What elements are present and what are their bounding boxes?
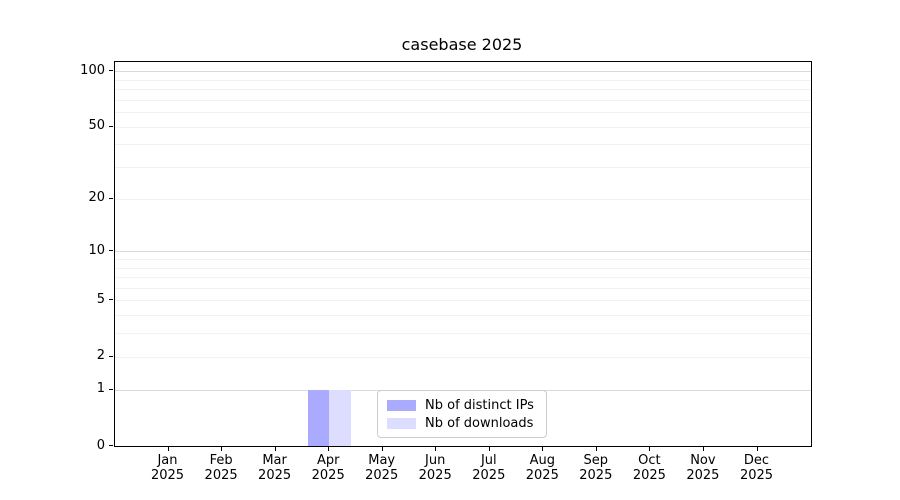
gridline-minor — [115, 198, 811, 200]
plot-area — [114, 61, 812, 447]
x-tick-label: Nov 2025 — [686, 453, 720, 483]
x-tick-mark — [167, 447, 169, 451]
x-tick-mark — [328, 447, 330, 451]
x-tick-mark — [595, 447, 597, 451]
gridline-minor — [115, 333, 811, 335]
x-tick-label: Sep 2025 — [579, 453, 613, 483]
x-tick-mark — [756, 447, 758, 451]
y-tick-label: 2 — [96, 348, 105, 364]
x-tick-mark — [274, 447, 276, 451]
y-tick-mark — [109, 125, 113, 127]
x-tick-label: Jan 2025 — [150, 453, 185, 483]
gridline-minor — [115, 300, 811, 302]
gridline-minor — [115, 167, 811, 168]
gridline-minor — [115, 277, 811, 278]
gridline-major — [115, 71, 811, 72]
x-tick-label: Dec 2025 — [739, 453, 774, 483]
legend-item-downloads: Nb of downloads — [387, 416, 537, 431]
y-tick-mark — [109, 250, 113, 252]
x-tick-label: May 2025 — [365, 453, 399, 483]
x-tick-label: Jul 2025 — [472, 453, 506, 483]
gridline-minor — [115, 356, 811, 358]
y-tick-label: 5 — [96, 291, 105, 307]
legend-label-distinct-ips: Nb of distinct IPs — [425, 397, 534, 413]
x-tick-label: Mar 2025 — [258, 453, 292, 483]
y-tick-mark — [109, 388, 113, 390]
y-tick-label: 1 — [96, 381, 105, 397]
gridline-minor — [115, 99, 811, 101]
legend-label-downloads: Nb of downloads — [425, 415, 534, 431]
legend: Nb of distinct IPs Nb of downloads — [377, 390, 547, 438]
x-tick-label: Jun 2025 — [418, 453, 452, 483]
x-tick-mark — [381, 447, 383, 451]
bar-nb-of-downloads-apr — [329, 389, 351, 446]
x-tick-label: Feb 2025 — [204, 453, 238, 483]
y-tick-label: 10 — [88, 242, 105, 258]
gridline-minor — [115, 144, 811, 146]
x-tick-label: Oct 2025 — [632, 453, 666, 483]
gridline-minor — [115, 315, 811, 317]
gridline-major — [115, 251, 811, 253]
gridline-minor — [115, 79, 811, 81]
y-tick-mark — [109, 355, 113, 357]
y-tick-mark — [109, 70, 113, 71]
gridline-minor — [115, 126, 811, 128]
y-tick-mark — [109, 299, 113, 301]
y-tick-label: 20 — [88, 190, 105, 206]
y-tick-mark — [109, 197, 113, 199]
chart-title: casebase 2025 — [401, 35, 523, 54]
y-tick-label: 100 — [80, 62, 105, 78]
y-tick-label: 50 — [88, 118, 105, 133]
legend-swatch-downloads — [387, 417, 416, 429]
legend-item-distinct-ips: Nb of distinct IPs — [387, 398, 537, 413]
gridline-minor — [115, 88, 811, 90]
x-tick-mark — [435, 447, 437, 451]
x-tick-mark — [702, 447, 704, 451]
legend-swatch-distinct-ips — [387, 399, 416, 411]
x-tick-mark — [542, 447, 544, 451]
gridline-minor — [115, 258, 811, 260]
x-tick-mark — [488, 447, 490, 451]
x-tick-mark — [221, 447, 223, 451]
gridline-minor — [115, 267, 811, 269]
y-tick-label: 0 — [96, 437, 105, 453]
gridline-minor — [115, 112, 811, 113]
x-tick-label: Apr 2025 — [311, 453, 345, 483]
x-tick-mark — [649, 447, 651, 451]
y-tick-mark — [109, 445, 113, 446]
x-tick-label: Aug 2025 — [525, 453, 559, 483]
gridline-minor — [115, 287, 811, 289]
bar-nb-of-distinct-ips-apr — [307, 389, 330, 446]
